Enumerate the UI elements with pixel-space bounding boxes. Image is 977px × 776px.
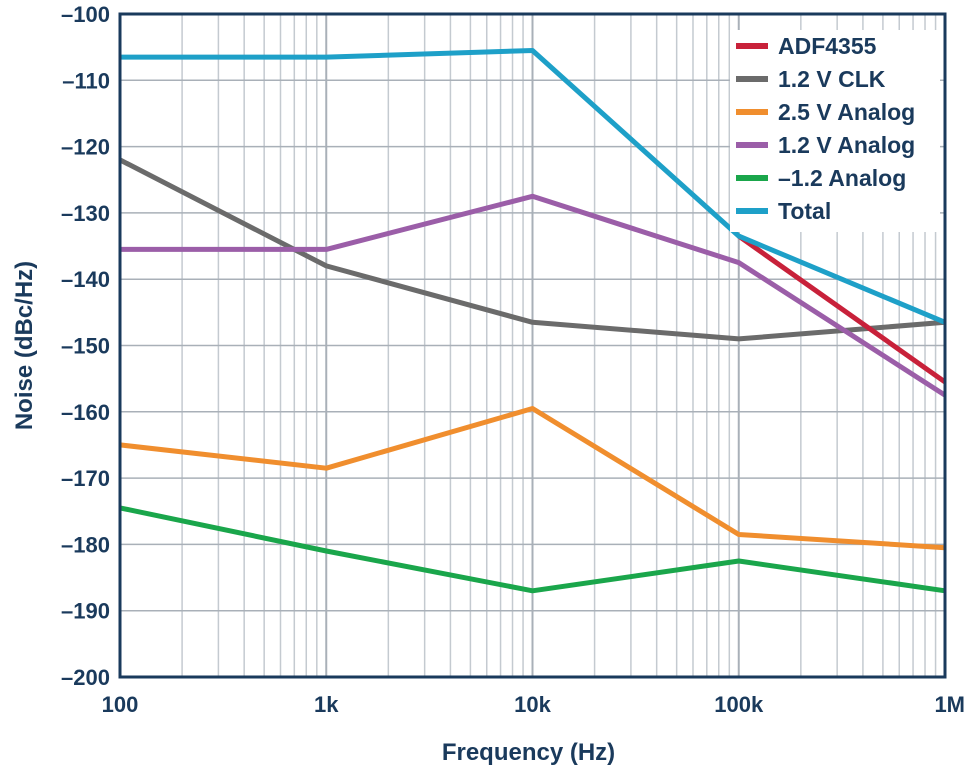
- series-line-4: [119, 505, 946, 594]
- legend-label: 1.2 V Analog: [778, 132, 915, 158]
- y-tick-label: –140: [61, 267, 110, 292]
- x-tick-label: 100k: [714, 692, 764, 717]
- y-tick-labels: –100 –110 –120 –130 –140 –150 –160 –170 –180 –190…: [61, 2, 110, 690]
- y-tick-label: –120: [61, 135, 110, 160]
- series-line-0: [737, 234, 947, 385]
- x-tick-label: 10k: [514, 692, 551, 717]
- series-line-5: [120, 48, 946, 325]
- y-tick-label: –100: [61, 2, 110, 27]
- y-tick-label: –110: [62, 68, 110, 93]
- legend-label: –1.2 Analog: [778, 165, 906, 191]
- legend-label: Total: [778, 198, 831, 224]
- series-line-1: [118, 157, 946, 342]
- plot-frame: [118, 12, 947, 679]
- y-tick-label: –190: [61, 599, 110, 624]
- x-axis-title: Frequency (Hz): [442, 739, 615, 766]
- legend-background: [730, 30, 940, 232]
- y-tick-label: –150: [61, 334, 110, 359]
- y-tick-label: –160: [61, 400, 110, 425]
- series-line-3: [120, 193, 947, 398]
- legend-label: 1.2 V CLK: [778, 66, 886, 92]
- x-tick-label: 1M: [934, 692, 965, 717]
- y-tick-label: –180: [61, 532, 110, 557]
- y-axis-title: Noise (dBc/Hz): [11, 261, 38, 430]
- y-tick-label: –200: [61, 665, 110, 690]
- series-line-2: [119, 406, 946, 551]
- x-tick-labels: 100 1k 10k 100k 1M: [102, 692, 965, 717]
- series-lines: [118, 48, 947, 594]
- y-tick-label: –170: [61, 466, 110, 491]
- x-tick-label: 1k: [314, 692, 339, 717]
- y-tick-label: –130: [61, 201, 110, 226]
- x-tick-label: 100: [102, 692, 139, 717]
- legend-label: 2.5 V Analog: [778, 99, 915, 125]
- legend-label: ADF4355: [778, 33, 877, 59]
- legend: ADF4355 1.2 V CLK 2.5 V Analog 1.2 V Analog…: [730, 30, 940, 232]
